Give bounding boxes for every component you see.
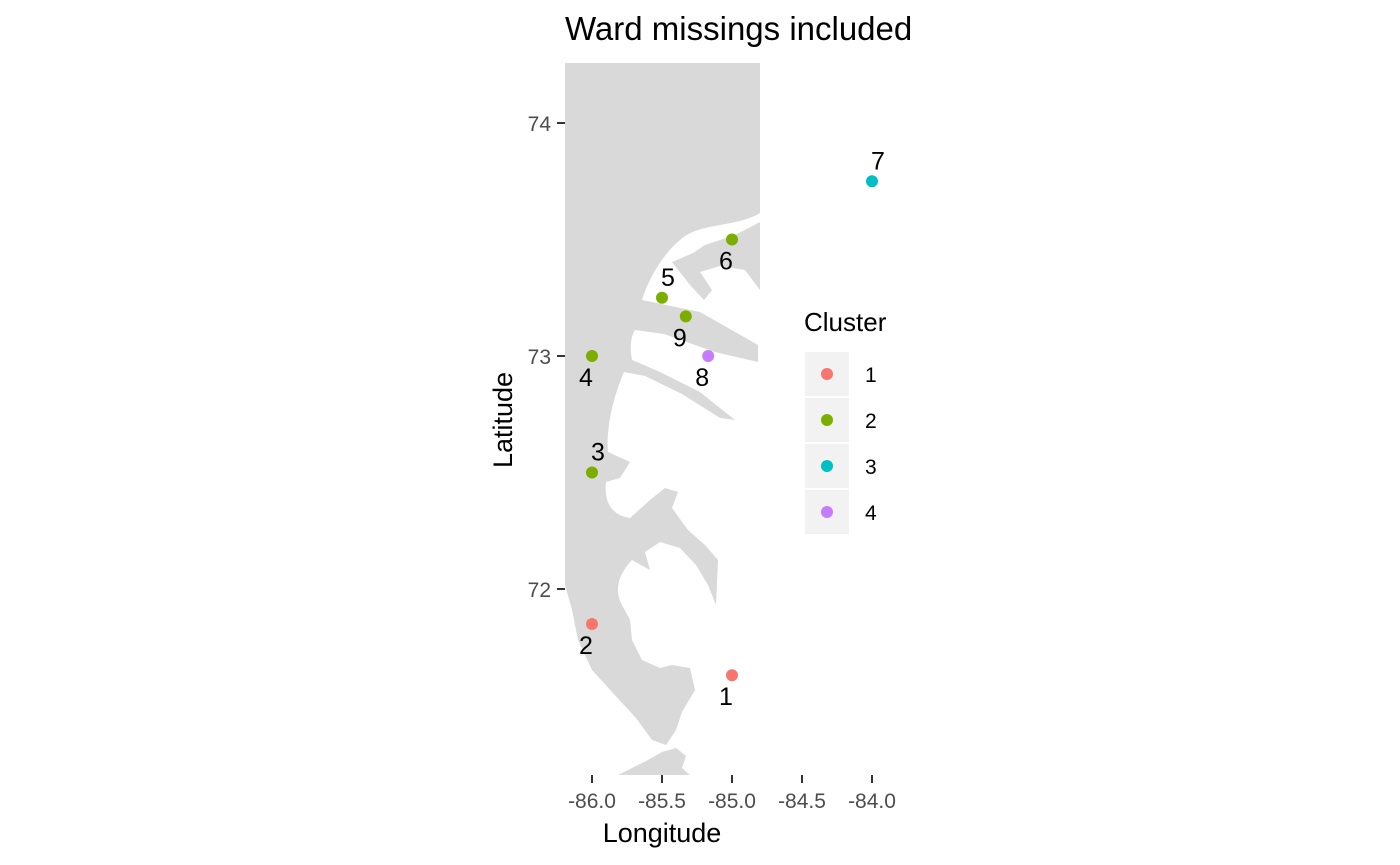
data-point xyxy=(586,350,598,362)
land-south-island xyxy=(618,748,690,775)
legend-label: 3 xyxy=(865,456,877,479)
point-label: 2 xyxy=(579,632,593,660)
x-axis: -86.0 -85.5 -85.0 -84.5 -84.0 xyxy=(568,775,896,813)
point-label: 3 xyxy=(591,439,605,467)
land-inlet-upper xyxy=(690,222,760,290)
data-point xyxy=(656,291,668,304)
data-point xyxy=(866,175,878,188)
y-axis-title: Latitude xyxy=(488,372,518,468)
point-label: 5 xyxy=(661,264,675,292)
point-label: 1 xyxy=(719,683,733,711)
legend: Cluster 1 2 3 4 xyxy=(804,307,887,534)
point-label: 7 xyxy=(871,147,885,175)
data-point xyxy=(726,669,738,682)
data-point xyxy=(702,350,715,362)
point-label: 6 xyxy=(719,248,733,276)
data-point xyxy=(586,466,598,479)
point-label: 4 xyxy=(579,364,593,392)
legend-items: 1 2 3 4 xyxy=(805,352,877,534)
land-inlet-mid xyxy=(672,248,760,300)
y-tick-label: 72 xyxy=(528,579,551,602)
point-label: 9 xyxy=(673,324,687,352)
data-point xyxy=(586,617,598,630)
legend-label: 1 xyxy=(865,364,877,387)
x-tick-label: -84.5 xyxy=(778,790,826,813)
x-tick-label: -84.0 xyxy=(848,790,896,813)
legend-key-point xyxy=(821,460,833,472)
legend-label: 2 xyxy=(865,410,877,433)
x-tick-label: -86.0 xyxy=(568,790,616,813)
y-tick-label: 73 xyxy=(528,346,551,369)
data-points: 1 2 3 4 5 6 7 89 xyxy=(579,147,885,711)
chart-title: Ward missings included xyxy=(565,10,912,47)
land-main xyxy=(565,63,760,745)
legend-key-point xyxy=(821,506,833,518)
data-point xyxy=(726,233,738,246)
data-point xyxy=(679,310,692,323)
legend-title: Cluster xyxy=(804,307,887,337)
x-tick-label: -85.5 xyxy=(638,790,686,813)
x-tick-label: -85.0 xyxy=(708,790,756,813)
y-tick-label: 74 xyxy=(528,113,552,136)
y-axis: 72 73 74 xyxy=(528,113,565,602)
legend-key-point xyxy=(821,414,833,426)
point-label: 8 xyxy=(695,364,709,392)
legend-key-point xyxy=(821,368,833,380)
plot-panel: 1 2 3 4 5 6 7 89 xyxy=(565,63,885,775)
x-axis-title: Longitude xyxy=(603,818,722,848)
legend-label: 4 xyxy=(865,502,877,525)
map-land-shapes xyxy=(565,63,760,775)
